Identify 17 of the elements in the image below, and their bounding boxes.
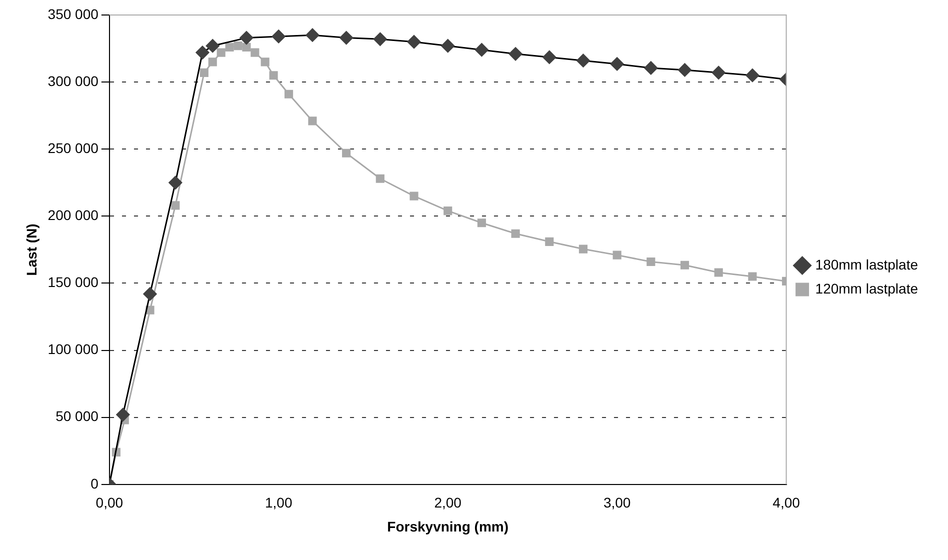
x-tick-label: 3,00 bbox=[603, 494, 631, 511]
y-axis-title: Last (N) bbox=[23, 224, 40, 276]
x-tick-label: 4,00 bbox=[772, 494, 800, 511]
y-tick-label: 100 000 bbox=[48, 341, 99, 358]
x-tick-label: 1,00 bbox=[265, 494, 292, 511]
y-tick-label: 200 000 bbox=[48, 207, 99, 224]
y-tick-label: 300 000 bbox=[48, 72, 99, 89]
x-tick-label: 0,00 bbox=[96, 494, 124, 511]
x-axis-title: Forskyvning (mm) bbox=[387, 518, 509, 534]
y-tick-label: 250 000 bbox=[48, 140, 99, 156]
legend-label: 180mm lastplate bbox=[815, 256, 918, 272]
y-tick-label: 0 bbox=[90, 475, 99, 492]
y-tick-label: 150 000 bbox=[48, 274, 99, 290]
y-tick-label: 50 000 bbox=[56, 408, 99, 424]
y-tick-label: 350 000 bbox=[48, 6, 99, 22]
legend-label: 120mm lastplate bbox=[815, 280, 918, 296]
x-tick-label: 2,00 bbox=[434, 494, 462, 511]
